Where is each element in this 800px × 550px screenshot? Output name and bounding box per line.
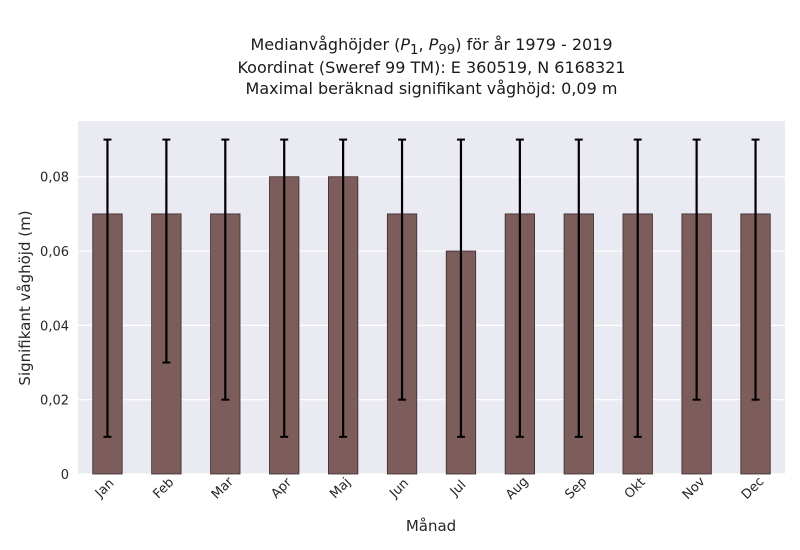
x-tick-label: Maj bbox=[327, 475, 354, 502]
error-bar-nov bbox=[692, 138, 701, 401]
chart-title-line-1: Medianvåghöjder (P1, P99) för år 1979 - … bbox=[250, 35, 613, 59]
error-bar-feb bbox=[162, 138, 171, 364]
x-tick-label: Mar bbox=[209, 474, 237, 502]
error-bar-jul bbox=[456, 138, 465, 438]
error-bar-sep bbox=[574, 138, 583, 438]
x-tick-label: Jun bbox=[386, 476, 412, 502]
y-tick-label: 0,02 bbox=[40, 394, 69, 409]
x-tick-label: Okt bbox=[622, 475, 649, 502]
x-axis-label: Månad bbox=[406, 517, 456, 535]
y-tick-label: 0,08 bbox=[40, 171, 69, 186]
x-tick-label: Nov bbox=[680, 474, 709, 503]
error-bar-apr bbox=[280, 138, 289, 438]
x-tick-label: Sep bbox=[562, 475, 590, 503]
y-axis-label: Signifikant våghöjd (m) bbox=[16, 210, 34, 385]
x-tick-label: Feb bbox=[150, 475, 177, 502]
x-tick-label: Dec bbox=[739, 474, 767, 502]
x-tick-label: Jul bbox=[447, 478, 469, 500]
y-tick-label: 0,06 bbox=[40, 245, 69, 260]
x-tick-label: Apr bbox=[268, 475, 295, 502]
error-bar-jun bbox=[398, 138, 407, 401]
error-bar-maj bbox=[339, 138, 348, 438]
error-bar-okt bbox=[633, 138, 642, 438]
error-bar-jan bbox=[103, 138, 112, 438]
error-bar-mar bbox=[221, 138, 230, 401]
chart-title-line-3: Maximal beräknad signifikant våghöjd: 0,… bbox=[245, 79, 618, 98]
y-tick-label: 0 bbox=[61, 468, 69, 483]
chart-title-line-2: Koordinat (Sweref 99 TM): E 360519, N 61… bbox=[237, 58, 626, 77]
y-tick-label: 0,04 bbox=[40, 319, 69, 334]
x-tick-label: Aug bbox=[503, 474, 532, 503]
error-bar-aug bbox=[515, 138, 524, 438]
plot-area bbox=[78, 121, 785, 474]
error-bar-dec bbox=[751, 138, 760, 401]
x-tick-label: Jan bbox=[92, 476, 117, 501]
